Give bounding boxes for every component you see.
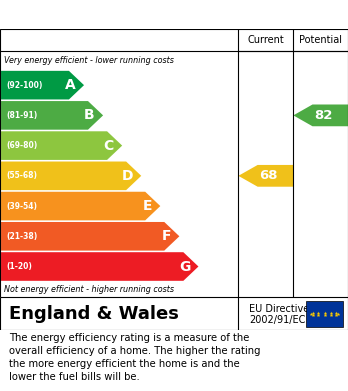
Text: England & Wales: England & Wales <box>9 305 179 323</box>
Text: (21-38): (21-38) <box>6 232 38 241</box>
Polygon shape <box>1 222 179 251</box>
Bar <box>306 301 343 327</box>
Polygon shape <box>1 252 198 281</box>
Text: overall efficiency of a home. The higher the rating: overall efficiency of a home. The higher… <box>9 346 260 356</box>
Text: the more energy efficient the home is and the: the more energy efficient the home is an… <box>9 359 239 369</box>
Polygon shape <box>1 101 103 130</box>
Text: (69-80): (69-80) <box>6 141 38 150</box>
Text: (92-100): (92-100) <box>6 81 43 90</box>
Text: (81-91): (81-91) <box>6 111 38 120</box>
Polygon shape <box>238 165 293 187</box>
Text: 68: 68 <box>260 169 278 182</box>
Text: lower the fuel bills will be.: lower the fuel bills will be. <box>9 372 140 382</box>
Text: A: A <box>65 78 76 92</box>
Text: G: G <box>179 260 190 274</box>
Text: C: C <box>104 138 114 152</box>
Polygon shape <box>1 192 160 221</box>
Text: (39-54): (39-54) <box>6 201 37 211</box>
Polygon shape <box>293 104 348 126</box>
Text: F: F <box>161 229 171 243</box>
Text: 2002/91/EC: 2002/91/EC <box>249 315 305 325</box>
Text: Very energy efficient - lower running costs: Very energy efficient - lower running co… <box>4 56 174 65</box>
Text: B: B <box>84 108 95 122</box>
Polygon shape <box>1 71 84 99</box>
Text: Not energy efficient - higher running costs: Not energy efficient - higher running co… <box>4 285 174 294</box>
Text: (55-68): (55-68) <box>6 171 37 180</box>
Text: D: D <box>121 169 133 183</box>
Polygon shape <box>1 161 141 190</box>
Text: Energy Efficiency Rating: Energy Efficiency Rating <box>9 8 211 23</box>
Text: 82: 82 <box>314 109 333 122</box>
Polygon shape <box>1 131 122 160</box>
Text: The energy efficiency rating is a measure of the: The energy efficiency rating is a measur… <box>9 334 249 343</box>
Text: Potential: Potential <box>299 35 342 45</box>
Text: E: E <box>143 199 152 213</box>
Text: Current: Current <box>247 35 284 45</box>
Text: EU Directive: EU Directive <box>249 304 309 314</box>
Text: (1-20): (1-20) <box>6 262 32 271</box>
